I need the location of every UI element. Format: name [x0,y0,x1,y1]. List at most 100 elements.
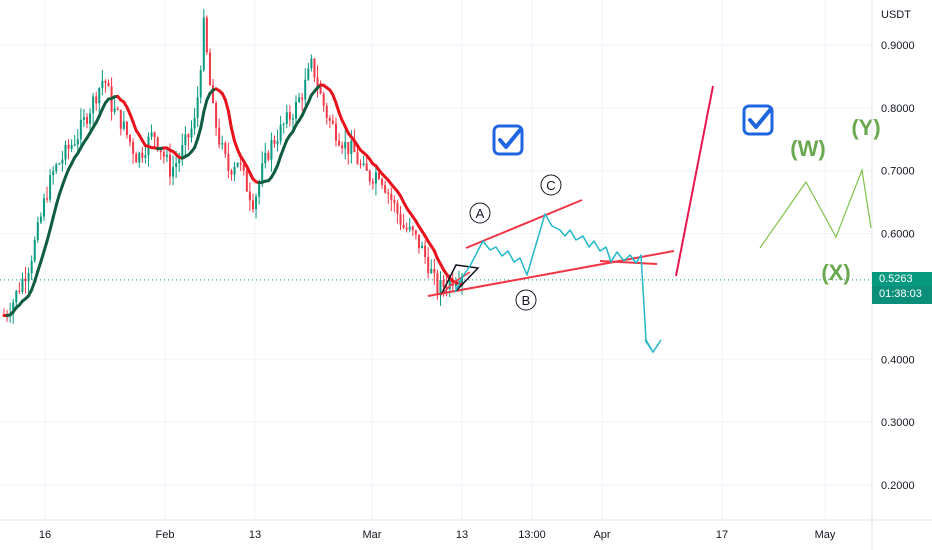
candle-body [190,128,193,138]
candle-body [101,80,104,89]
candle-body [150,132,153,137]
projection-label: (Y) [851,115,880,140]
candle-body [408,226,411,230]
time-axis[interactable]: 16 Feb 13 Mar 13 13:00 Apr 17 May [0,519,932,541]
candle-body [322,93,325,106]
candle-body [85,117,88,124]
candle-body [122,121,125,129]
price-tick-label: 0.7000 [881,166,915,178]
candle-body [245,170,248,192]
candle-body [221,143,224,145]
moving-average-segment [229,126,237,143]
candle-body [159,149,162,153]
candle-body [430,268,433,273]
candle-body [46,198,49,200]
candle-body [344,142,347,149]
candle-body [193,117,196,129]
candle-body [55,164,58,172]
triangle-pattern [440,264,480,296]
candle-body [356,152,359,164]
candle-body [414,230,417,235]
candle-body [224,143,227,154]
moving-average-segment [33,269,40,283]
moving-average-segment [226,109,233,130]
candle-body [341,145,344,149]
candle-body [365,163,368,171]
candle-body [70,144,73,149]
candle-body [212,85,215,103]
candle-body [12,302,15,314]
candle-body [30,260,33,274]
projected-path [454,213,654,353]
projected-arrowhead [644,339,662,354]
candle-body [181,145,184,159]
last-price-tag: 0.5263 [872,272,932,286]
candle-body [199,70,202,98]
candle-body [125,121,128,135]
time-tick-label: 13:00 [518,529,546,541]
candle-body [73,144,76,146]
candle-body [58,163,61,165]
price-tick-label: 0.8000 [881,103,915,115]
candle-body [251,200,254,210]
candle-body [384,185,387,193]
moving-average-segment [276,154,283,167]
wave-label-c: C [546,178,555,193]
candle-body [445,286,448,290]
candle-body [36,222,39,241]
candle-body [368,170,371,182]
projection-label: (X) [821,260,850,285]
candle-body [184,134,187,146]
channel-upper-line [465,199,583,249]
candle-body [230,170,233,175]
moving-average-segment [57,184,64,197]
breakdown-line [599,260,658,265]
candle-body [135,153,138,163]
candle-body [396,202,399,214]
bar-countdown: 01:38:03 [872,286,932,304]
candle-body [310,58,313,69]
candle-body [33,240,36,261]
candle-body [390,193,393,200]
time-tick-label: 13 [249,529,261,541]
candle-body [325,105,328,118]
moving-average-segment [60,175,67,188]
candle-body [239,162,242,165]
candle-body [442,279,445,287]
candle-body [353,140,356,153]
candle-body [291,118,294,120]
candle-body [79,119,82,140]
wave-label-circle [469,202,491,224]
candle-body [218,127,221,145]
currency-label: USDT [881,9,911,21]
candle-body [359,163,362,165]
candle-body [172,166,175,177]
moving-average [2,83,464,317]
candle-body [328,117,331,121]
candle-body [331,120,334,124]
candle-body [285,112,288,124]
candle-body [61,159,64,164]
candle-body [21,278,24,292]
candle-body [270,139,273,160]
triangle-support [440,271,471,296]
candle-body [421,245,424,249]
candle-body [49,175,52,200]
candle-body [156,137,159,150]
candle-body [18,290,21,292]
wave-label-circle [515,289,537,311]
time-tick-label: 16 [39,529,51,541]
candle-body [255,196,258,210]
candle-body [436,273,439,295]
candle-body [399,213,402,225]
candle-body [338,140,341,146]
candle-body [107,82,110,87]
wxy-projection [759,167,872,249]
candle-body [52,171,55,176]
candle-body [178,158,181,164]
candle-body [334,123,337,141]
candle-body [15,290,18,303]
price-tick-label: 0.4000 [881,354,915,366]
candle-body [82,117,85,120]
